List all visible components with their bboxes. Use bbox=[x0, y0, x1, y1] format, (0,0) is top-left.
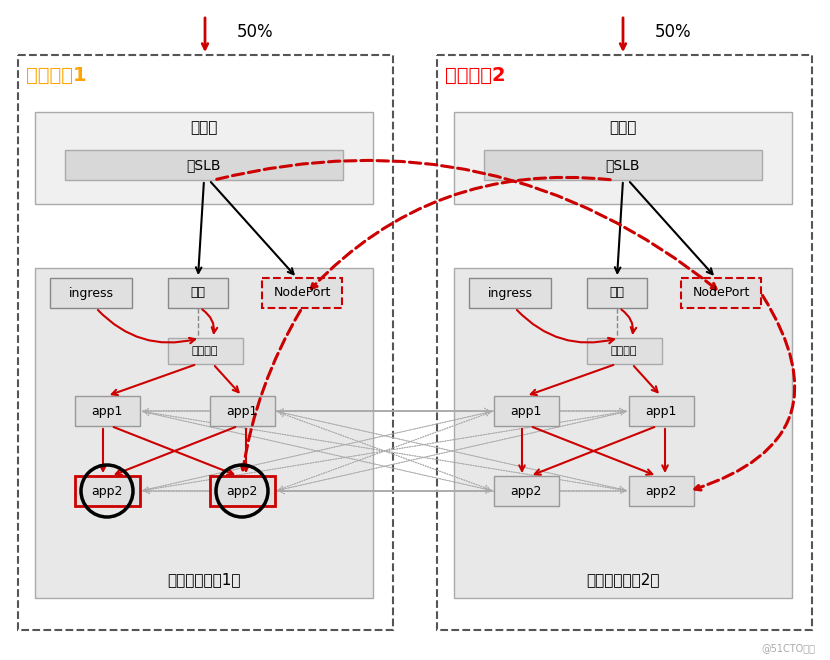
Bar bbox=[454, 112, 792, 204]
Bar bbox=[168, 278, 228, 308]
Text: ingress: ingress bbox=[487, 286, 533, 300]
Bar bbox=[210, 476, 275, 506]
Text: app2: app2 bbox=[645, 484, 676, 498]
Text: app2: app2 bbox=[91, 484, 123, 498]
Text: 接入层: 接入层 bbox=[190, 121, 217, 135]
Text: 50%: 50% bbox=[655, 23, 691, 41]
Text: @51CTO博客: @51CTO博客 bbox=[761, 643, 815, 653]
Text: 注册中心: 注册中心 bbox=[192, 346, 218, 356]
Text: ingress: ingress bbox=[69, 286, 114, 300]
Text: 应用层（集群1）: 应用层（集群1） bbox=[168, 572, 241, 587]
Text: 注册中心: 注册中心 bbox=[611, 346, 637, 356]
Text: 50%: 50% bbox=[237, 23, 273, 41]
Text: 云SLB: 云SLB bbox=[606, 158, 640, 172]
Bar bbox=[494, 396, 559, 426]
Text: 网关: 网关 bbox=[609, 286, 624, 300]
Text: 云SLB: 云SLB bbox=[187, 158, 222, 172]
Bar bbox=[484, 150, 762, 180]
Bar bbox=[18, 55, 393, 630]
Text: app1: app1 bbox=[227, 405, 257, 418]
Text: 接入层: 接入层 bbox=[609, 121, 637, 135]
Bar bbox=[168, 338, 243, 364]
Text: app2: app2 bbox=[227, 484, 257, 498]
Text: 数据中心1: 数据中心1 bbox=[26, 65, 86, 84]
Bar bbox=[681, 278, 761, 308]
Bar bbox=[587, 278, 647, 308]
Bar bbox=[262, 278, 342, 308]
Bar bbox=[587, 338, 662, 364]
Text: 网关: 网关 bbox=[191, 286, 206, 300]
Bar bbox=[75, 396, 140, 426]
Bar bbox=[494, 476, 559, 506]
Bar bbox=[629, 396, 694, 426]
Text: 应用层（集群2）: 应用层（集群2） bbox=[586, 572, 660, 587]
Bar bbox=[35, 268, 373, 598]
Text: NodePort: NodePort bbox=[273, 286, 330, 300]
Text: app1: app1 bbox=[510, 405, 542, 418]
Text: app1: app1 bbox=[645, 405, 676, 418]
Text: NodePort: NodePort bbox=[692, 286, 749, 300]
Bar bbox=[629, 476, 694, 506]
Bar bbox=[437, 55, 812, 630]
Text: app2: app2 bbox=[510, 484, 542, 498]
Bar bbox=[210, 396, 275, 426]
Bar bbox=[454, 268, 792, 598]
Bar bbox=[75, 476, 140, 506]
Bar bbox=[50, 278, 132, 308]
Bar bbox=[35, 112, 373, 204]
Text: app1: app1 bbox=[91, 405, 123, 418]
Bar bbox=[469, 278, 551, 308]
Text: 数据中心2: 数据中心2 bbox=[445, 65, 505, 84]
Bar bbox=[65, 150, 343, 180]
